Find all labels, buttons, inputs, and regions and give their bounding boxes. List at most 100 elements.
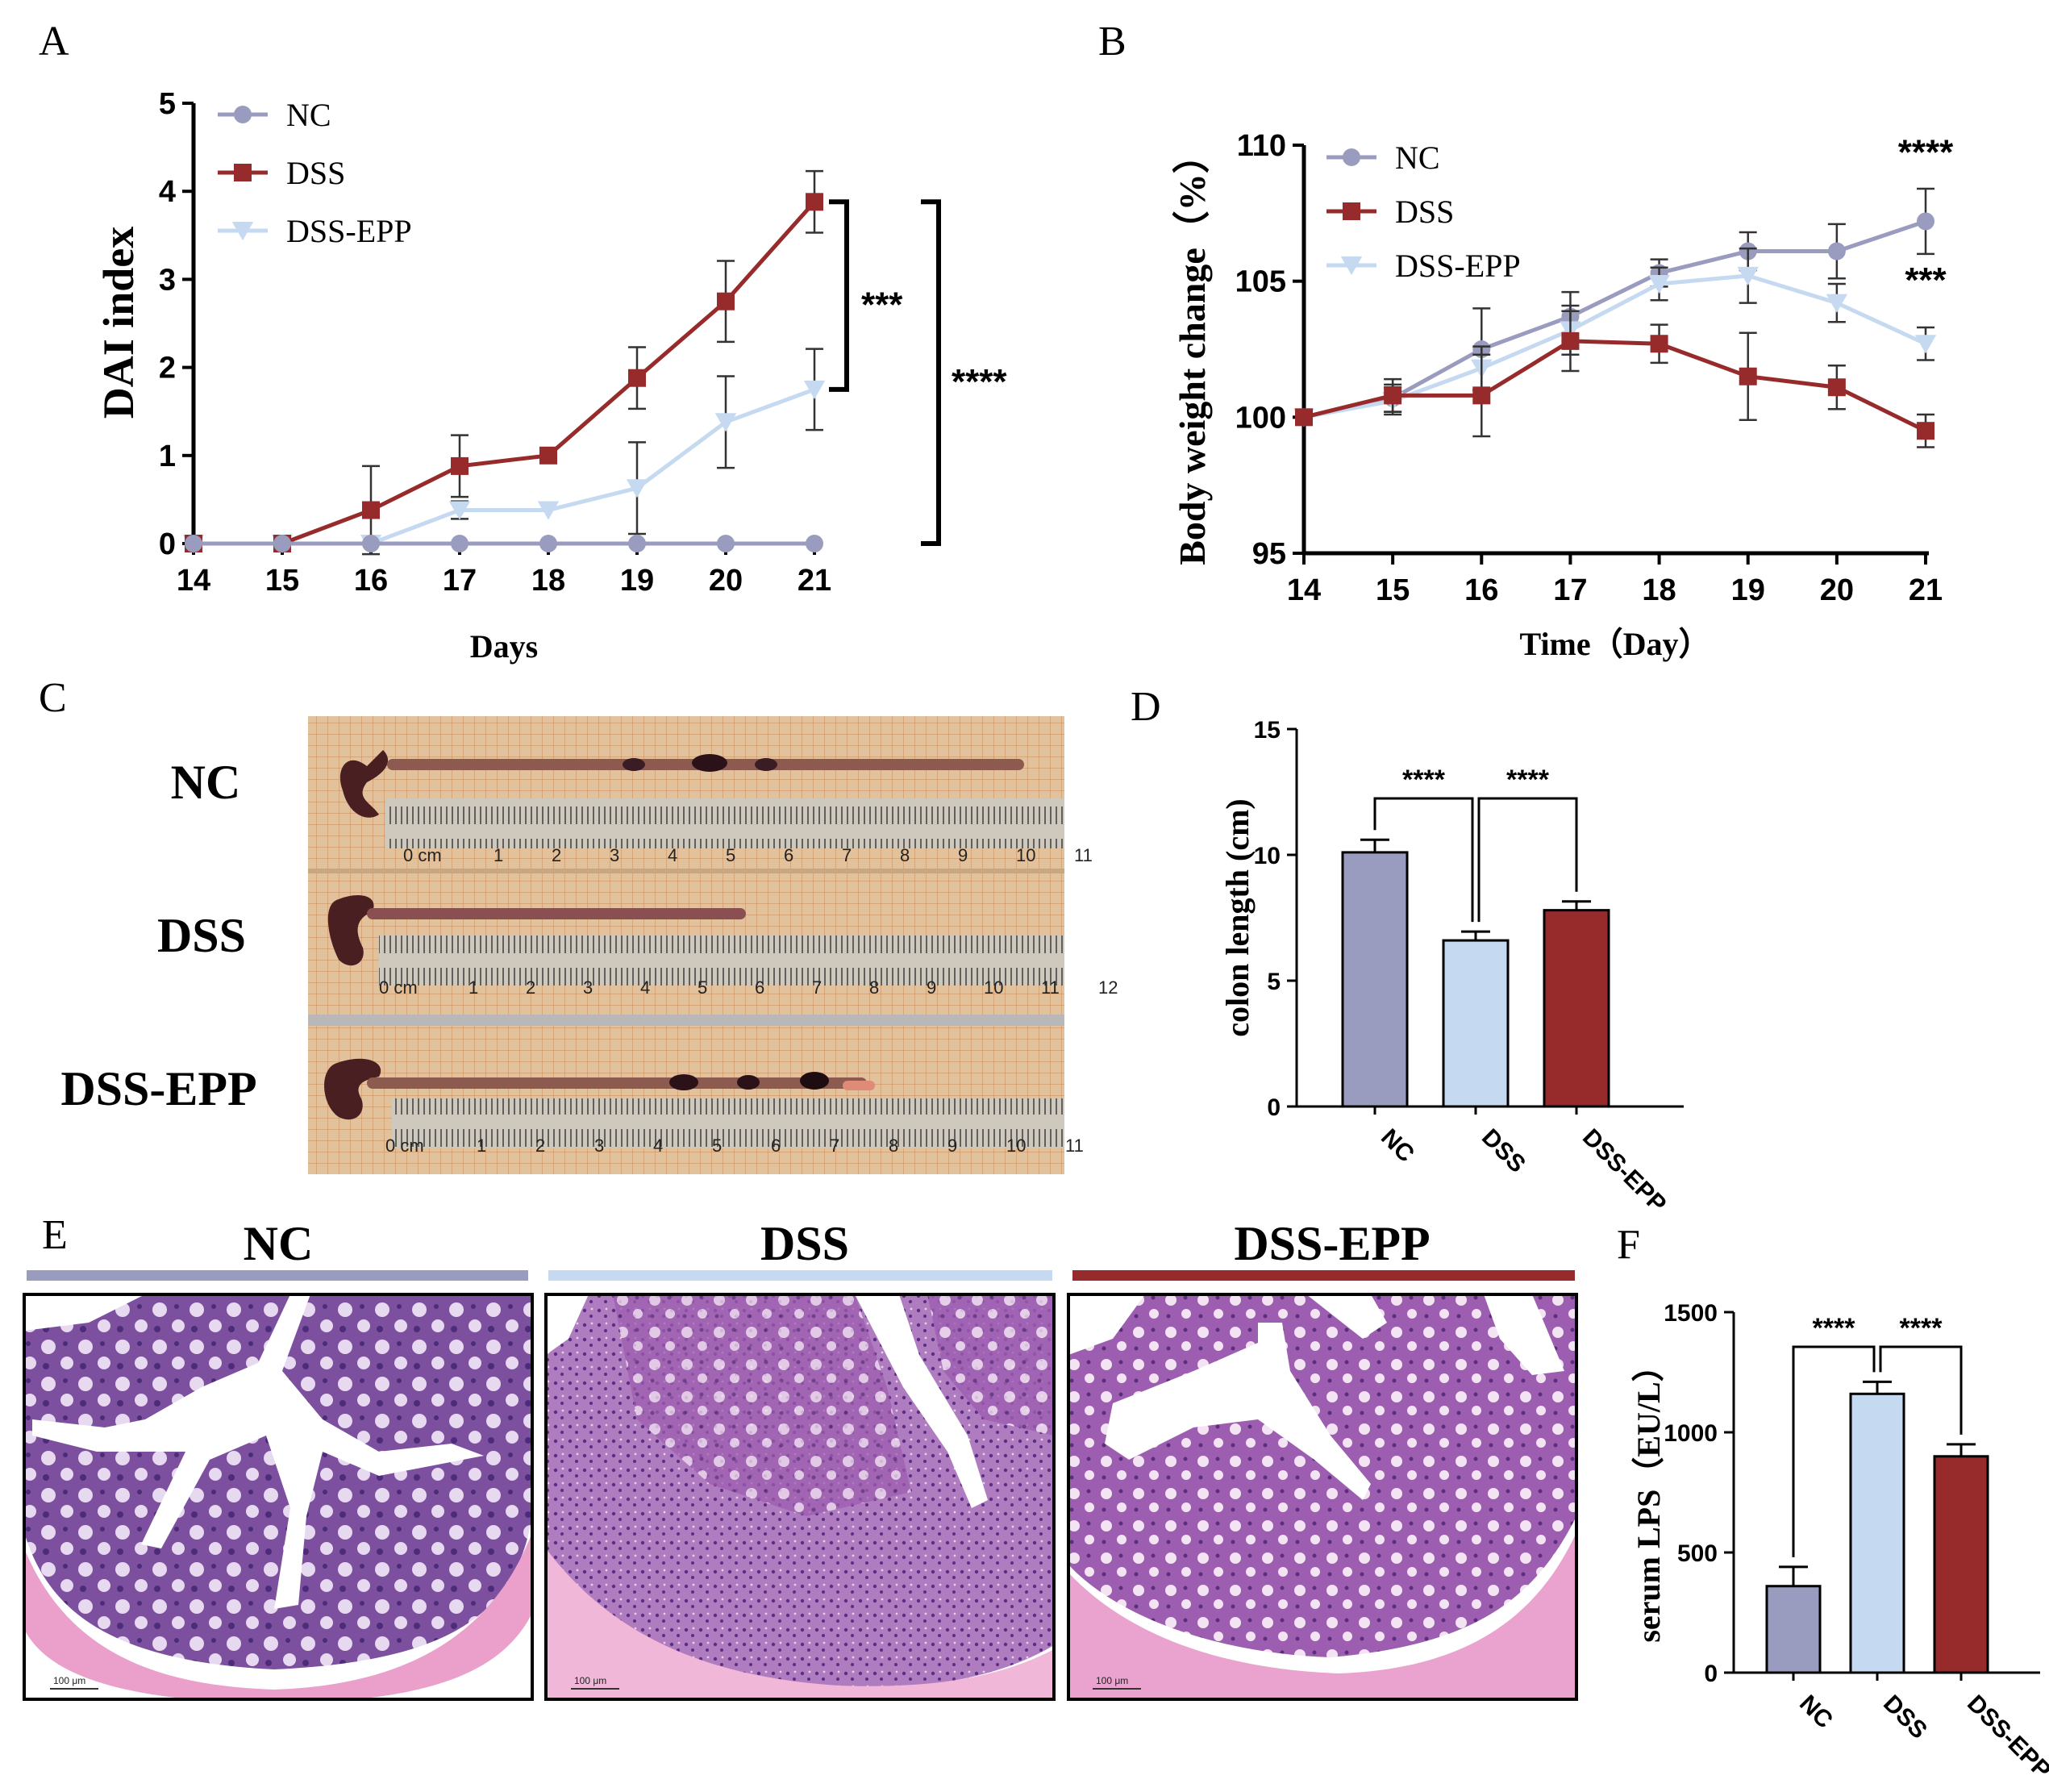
x-tick-label: DSS	[1476, 1124, 1531, 1178]
ruler-number: 5	[712, 1136, 722, 1156]
chart-b-body-weight: 14 15 16 17 18 19 20 21 95 100 105 110 Time（Day） Bo…	[1172, 129, 1954, 662]
point-dss-epp	[1737, 266, 1759, 286]
ruler-number: 3	[583, 977, 593, 998]
point-nc	[451, 535, 469, 552]
y-tick-label: 1	[159, 440, 176, 473]
y-tick-label: 5	[159, 87, 176, 121]
x-tick-label: 19	[620, 564, 654, 598]
ruler-number: 4	[653, 1136, 663, 1156]
point-dss	[1561, 331, 1580, 350]
chart-a-legend: NC DSS DSS-EPP	[218, 97, 412, 249]
ruler-dss	[379, 936, 1064, 986]
y-tick-label: 4	[159, 175, 176, 209]
colon-dss	[367, 908, 746, 919]
ruler-number: 5	[726, 845, 735, 865]
panel-label-c: C	[39, 675, 67, 721]
comparison-sig: ****	[1900, 1313, 1943, 1344]
comparison-sig: ****	[1813, 1313, 1856, 1344]
histology-image-dss: 100 μm	[544, 1293, 1056, 1701]
point-dss-epp	[1826, 294, 1848, 313]
legend-marker-nc	[1343, 148, 1360, 166]
legend-marker-dss-epp	[231, 222, 254, 241]
y-tick-label: 2	[159, 352, 176, 385]
legend-marker-nc	[234, 106, 252, 123]
comparison-bracket	[1477, 797, 1578, 923]
x-tick-label: NC	[1794, 1690, 1838, 1734]
ruler-number: 10	[1006, 1136, 1026, 1156]
chart-a-dai-index: 14 15 16 17 18 19 20 21 0 1 2 3 4 5 Days DAI index NC…	[94, 87, 1007, 665]
x-tick-label: 14	[1287, 573, 1321, 607]
point-nc	[628, 535, 646, 552]
x-tick-label: 18	[1642, 573, 1676, 607]
x-tick-label: 18	[531, 564, 565, 598]
point-nc	[539, 535, 557, 552]
chart-f-ylabel: serum LPS（EU/L）	[1630, 1349, 1667, 1642]
bracket-a-dss-vs-epp	[829, 199, 849, 392]
photo-label-dss-epp: DSS-EPP	[60, 1062, 256, 1115]
chart-f-serum-lps: 0 500 1000 1500 NC DSS DSS-EPP **** **** serum …	[1630, 1300, 2049, 1784]
y-tick-label: 5	[1267, 969, 1281, 995]
x-tick-label: 20	[1820, 573, 1854, 607]
sig-b-1: ***	[1905, 260, 1947, 300]
x-tick-label: 17	[1553, 573, 1587, 607]
point-dss-epp	[626, 479, 648, 498]
legend-marker-dss-epp	[1340, 256, 1363, 276]
scale-bar-label-dss: 100 μm	[574, 1675, 606, 1686]
point-dss	[1650, 335, 1668, 353]
point-dss	[1917, 422, 1934, 440]
ruler-number: 8	[889, 1136, 898, 1156]
comparison-bracket	[1792, 1345, 1876, 1557]
ruler-number: 4	[668, 845, 677, 865]
chart-d-colon-length: 0 5 10 15 NC DSS DSS-EPP **** **** colon length…	[1219, 717, 1684, 1218]
ruler-number: 9	[927, 977, 936, 998]
cecum-dss-epp	[324, 1058, 381, 1120]
y-tick-label: 15	[1254, 717, 1281, 744]
point-nc	[362, 535, 380, 552]
point-nc	[273, 535, 291, 552]
bar-dss	[1849, 1392, 1905, 1674]
cecum-nc	[339, 750, 389, 818]
ruler-dss-epp	[392, 1098, 1064, 1148]
x-tick-label: 17	[443, 564, 477, 598]
y-tick-label: 95	[1252, 537, 1286, 571]
point-dss	[539, 446, 557, 465]
ruler-number: 0 cm	[403, 845, 442, 865]
ruler-number: 0 cm	[379, 977, 418, 998]
point-dss-epp	[1648, 275, 1670, 294]
point-dss-epp	[448, 501, 471, 520]
point-dss	[1384, 386, 1402, 405]
photo-strip-divider	[308, 1015, 1064, 1026]
sig-b-0: ****	[1898, 133, 1954, 173]
chart-b-legend: NC DSS DSS-EPP	[1326, 140, 1521, 284]
ruler-number: 9	[947, 1136, 957, 1156]
y-tick-label: 105	[1235, 265, 1286, 299]
cecum-dss	[327, 895, 374, 966]
legend-label-dss: DSS	[1395, 194, 1454, 230]
ruler-number: 5	[698, 977, 707, 998]
y-tick-label: 1500	[1664, 1300, 1718, 1327]
point-dss-epp	[803, 380, 826, 399]
colon-dss-epp	[367, 1077, 867, 1089]
point-nc	[806, 535, 823, 552]
panel-label-d: D	[1131, 684, 1161, 730]
chart-b-xlabel: Time（Day）	[1519, 626, 1710, 662]
ruler-number: 1	[494, 845, 503, 865]
point-dss	[717, 292, 735, 310]
sig-a-dss-vs-nc: ****	[952, 362, 1007, 402]
ruler-number: 10	[1016, 845, 1035, 865]
comparison-sig: ****	[1402, 765, 1446, 795]
legend-label-dss-epp: DSS-EPP	[286, 213, 412, 249]
ruler-number: 3	[610, 845, 619, 865]
bar-nc	[1765, 1585, 1822, 1674]
ruler-number: 2	[552, 845, 561, 865]
ruler-number: 7	[812, 977, 822, 998]
point-nc	[1827, 242, 1846, 260]
comparison-bracket	[1879, 1345, 1963, 1435]
ruler-number: 0 cm	[385, 1136, 424, 1156]
x-tick-label: DSS-EPP	[1962, 1690, 2049, 1784]
x-tick-label: 19	[1731, 573, 1765, 607]
point-dss-epp	[537, 501, 560, 520]
point-dss	[628, 369, 646, 387]
x-tick-label: DSS-EPP	[1577, 1124, 1671, 1218]
